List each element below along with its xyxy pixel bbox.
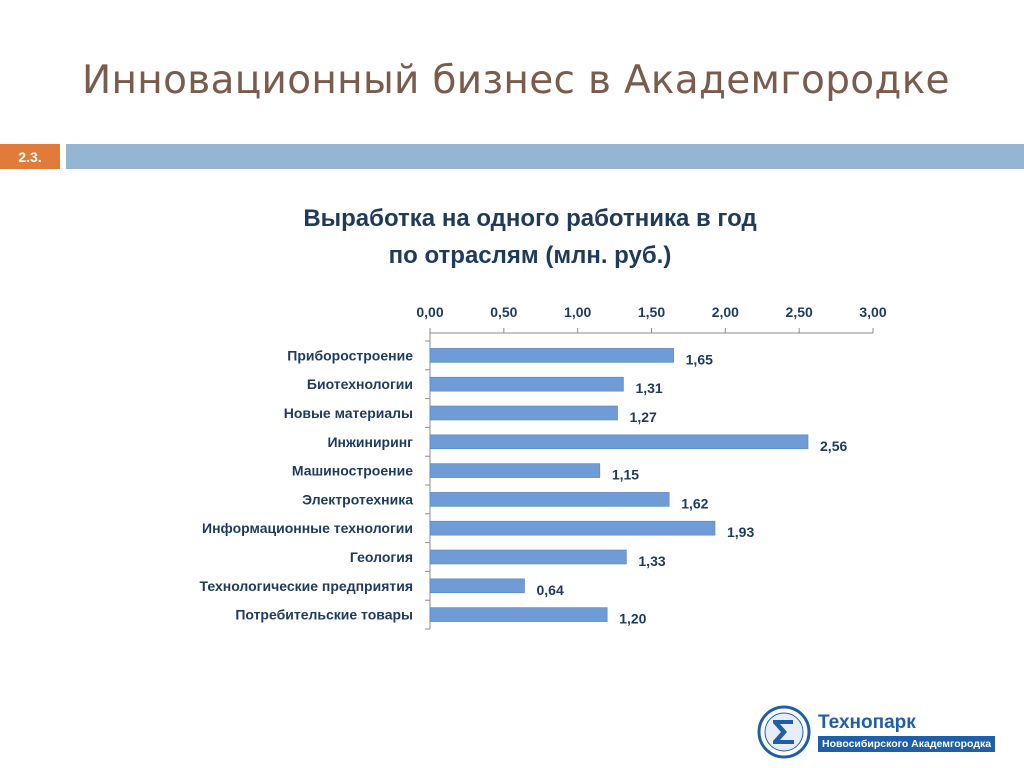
data-label: 1,62 <box>681 495 708 511</box>
category-label: Технологические предприятия <box>200 578 414 594</box>
category-label: Информационные технологии <box>202 520 413 536</box>
bar <box>429 434 809 450</box>
logo-name: Технопарк <box>818 712 916 733</box>
bar <box>429 607 608 622</box>
x-tick-label: 2,00 <box>712 304 739 320</box>
data-label: 1,31 <box>635 380 662 396</box>
bar <box>429 520 716 536</box>
x-tick-label: 2,50 <box>786 304 813 320</box>
section-number-badge: 2.3. <box>0 144 60 169</box>
chart-title-line-2: по отраслям (млн. руб.) <box>388 242 672 269</box>
data-label: 1,20 <box>619 611 646 627</box>
bar <box>429 549 627 565</box>
chart-title: Выработка на одного работника в год по о… <box>220 200 840 274</box>
technopark-logo: Технопарк Новосибирского Академгородка <box>756 702 1018 762</box>
category-label: Приборостроение <box>287 347 413 363</box>
category-label: Инжиниринг <box>327 434 413 450</box>
category-label: Биотехнологии <box>307 376 413 392</box>
bar <box>429 376 624 392</box>
slide-title: Инновационный бизнес в Академгородке <box>82 58 950 103</box>
x-tick-label: 1,00 <box>564 304 591 320</box>
category-label: Новые материалы <box>284 405 413 421</box>
bar <box>429 578 525 594</box>
section-divider-bar <box>66 144 1024 169</box>
x-tick-label: 3,00 <box>859 304 886 320</box>
data-label: 1,93 <box>727 524 754 540</box>
data-label: 1,15 <box>612 467 639 483</box>
category-label: Потребительские товары <box>235 607 413 623</box>
bar <box>429 405 618 421</box>
category-label: Электротехника <box>302 491 413 507</box>
x-tick-label: 0,50 <box>490 304 517 320</box>
data-label: 2,56 <box>820 438 847 454</box>
data-label: 1,65 <box>686 351 713 367</box>
technopark-logo-icon <box>757 705 811 759</box>
data-label: 1,27 <box>630 409 657 425</box>
category-label: Машиностроение <box>292 463 413 479</box>
chart-title-line-1: Выработка на одного работника в год <box>303 205 757 232</box>
bar <box>429 463 601 478</box>
bar <box>429 492 670 507</box>
x-tick-label: 1,50 <box>638 304 665 320</box>
bar <box>429 348 674 363</box>
logo-subtitle: Новосибирского Академгородка <box>818 736 996 752</box>
category-label: Геология <box>350 549 413 565</box>
data-label: 1,33 <box>638 553 665 569</box>
data-label: 0,64 <box>537 582 564 598</box>
x-tick-label: 0,00 <box>416 304 443 320</box>
